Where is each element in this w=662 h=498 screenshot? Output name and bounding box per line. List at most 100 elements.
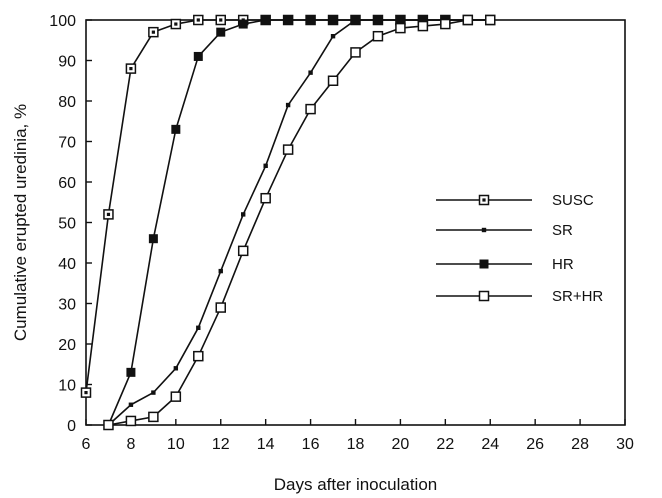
data-point-hr (193, 51, 203, 61)
data-point-sr-hr (395, 22, 406, 34)
data-point-hr (216, 27, 226, 37)
plot-area (85, 19, 626, 426)
data-point-sr (263, 163, 268, 168)
legend-marker (478, 290, 490, 302)
data-point-sr-hr (170, 391, 182, 402)
series-hr (103, 15, 495, 430)
data-point-sr (151, 390, 156, 395)
series-sr (106, 17, 493, 428)
series-line-sr (107, 19, 491, 426)
x-tick-label: 12 (212, 436, 230, 453)
data-point-sr-hr (440, 18, 451, 30)
x-tick-label: 24 (481, 436, 499, 453)
y-tick-label: 10 (58, 378, 76, 395)
data-point-hr (351, 15, 360, 25)
x-tick-label: 20 (392, 436, 410, 453)
data-point-hr (306, 15, 316, 25)
y-tick-label: 100 (49, 13, 76, 30)
y-tick-label: 30 (58, 297, 76, 314)
legend-marker (479, 259, 489, 269)
data-point-sr-hr (260, 192, 271, 204)
y-tick-label: 40 (58, 256, 76, 273)
x-tick-label: 14 (257, 436, 275, 453)
data-point-sr-hr (327, 75, 339, 86)
legend: SUSC SR HR SR+HR (436, 192, 603, 305)
legend-item-sr: SR (436, 222, 573, 239)
data-point-sr (330, 34, 336, 39)
data-point-sr-hr (193, 350, 204, 362)
x-tick-label: 26 (526, 436, 544, 453)
data-point-hr (238, 19, 248, 29)
y-tick-label: 20 (58, 337, 76, 354)
series-line-hr (107, 19, 491, 426)
data-point-hr (261, 15, 271, 25)
legend-label: SR+HR (552, 288, 603, 305)
x-tick-label: 6 (82, 436, 91, 453)
legend-label: SR (552, 222, 573, 239)
data-point-sr-hr (237, 245, 249, 257)
legend-label: HR (552, 256, 574, 273)
series-susc (80, 14, 496, 398)
data-point-sr-hr (417, 20, 429, 32)
data-point-sr-hr (148, 411, 159, 423)
x-tick-label: 18 (347, 436, 365, 453)
data-point-sr (285, 102, 291, 108)
data-point-susc (170, 18, 182, 30)
data-point-sr-hr (103, 419, 114, 431)
x-axis-title: Days after inoculation (274, 475, 437, 494)
data-point-susc (215, 14, 226, 26)
data-point-sr-hr (215, 302, 226, 313)
series-line-susc (85, 19, 491, 393)
x-tick-label: 10 (167, 436, 185, 453)
x-tick-label: 8 (126, 436, 135, 453)
data-point-hr (148, 234, 158, 244)
legend-label: SUSC (552, 192, 594, 209)
data-point-sr-hr (125, 415, 137, 427)
x-tick-label: 30 (616, 436, 634, 453)
data-point-susc (103, 209, 114, 220)
data-point-sr-hr (485, 14, 496, 26)
data-point-sr-hr (350, 47, 361, 58)
data-point-sr-hr (372, 30, 384, 42)
data-point-hr (395, 15, 405, 25)
legend-item-susc: SUSC (436, 192, 594, 209)
y-tick-label: 0 (67, 418, 76, 435)
series-layer (80, 14, 496, 431)
data-point-sr-hr (282, 144, 294, 155)
data-point-sr (196, 325, 201, 330)
data-point-sr (218, 268, 223, 274)
data-point-sr-hr (462, 14, 474, 26)
y-axis: 0 10 20 30 40 50 60 70 80 90 100 (49, 13, 92, 435)
data-point-susc (80, 387, 92, 398)
y-tick-label: 60 (58, 175, 76, 192)
data-point-hr (126, 367, 136, 377)
x-tick-label: 16 (302, 436, 320, 453)
legend-marker (478, 194, 490, 206)
series-sr-hr (103, 14, 496, 431)
x-tick-label: 28 (571, 436, 589, 453)
data-point-sr-hr (305, 103, 316, 115)
data-point-susc (193, 14, 204, 26)
data-point-hr (171, 124, 181, 134)
data-point-susc (148, 26, 159, 38)
data-point-sr (173, 366, 179, 371)
plot-frame (85, 19, 626, 426)
series-line-sr-hr (108, 19, 491, 426)
y-tick-label: 70 (58, 135, 76, 152)
y-tick-label: 90 (58, 54, 76, 71)
data-point-hr (418, 15, 428, 25)
legend-marker (481, 227, 487, 233)
data-point-susc (125, 63, 137, 74)
data-point-sr (241, 212, 246, 217)
x-tick-label: 22 (436, 436, 454, 453)
y-axis-title: Cumulative erupted uredinia, % (11, 104, 30, 341)
data-point-sr (308, 70, 313, 75)
data-point-sr (128, 402, 134, 407)
y-tick-label: 80 (58, 94, 76, 111)
legend-item-hr: HR (436, 256, 574, 273)
y-tick-label: 50 (58, 216, 76, 233)
data-point-hr (283, 15, 293, 25)
legend-item-sr-hr: SR+HR (436, 288, 603, 305)
data-point-hr (373, 15, 383, 25)
